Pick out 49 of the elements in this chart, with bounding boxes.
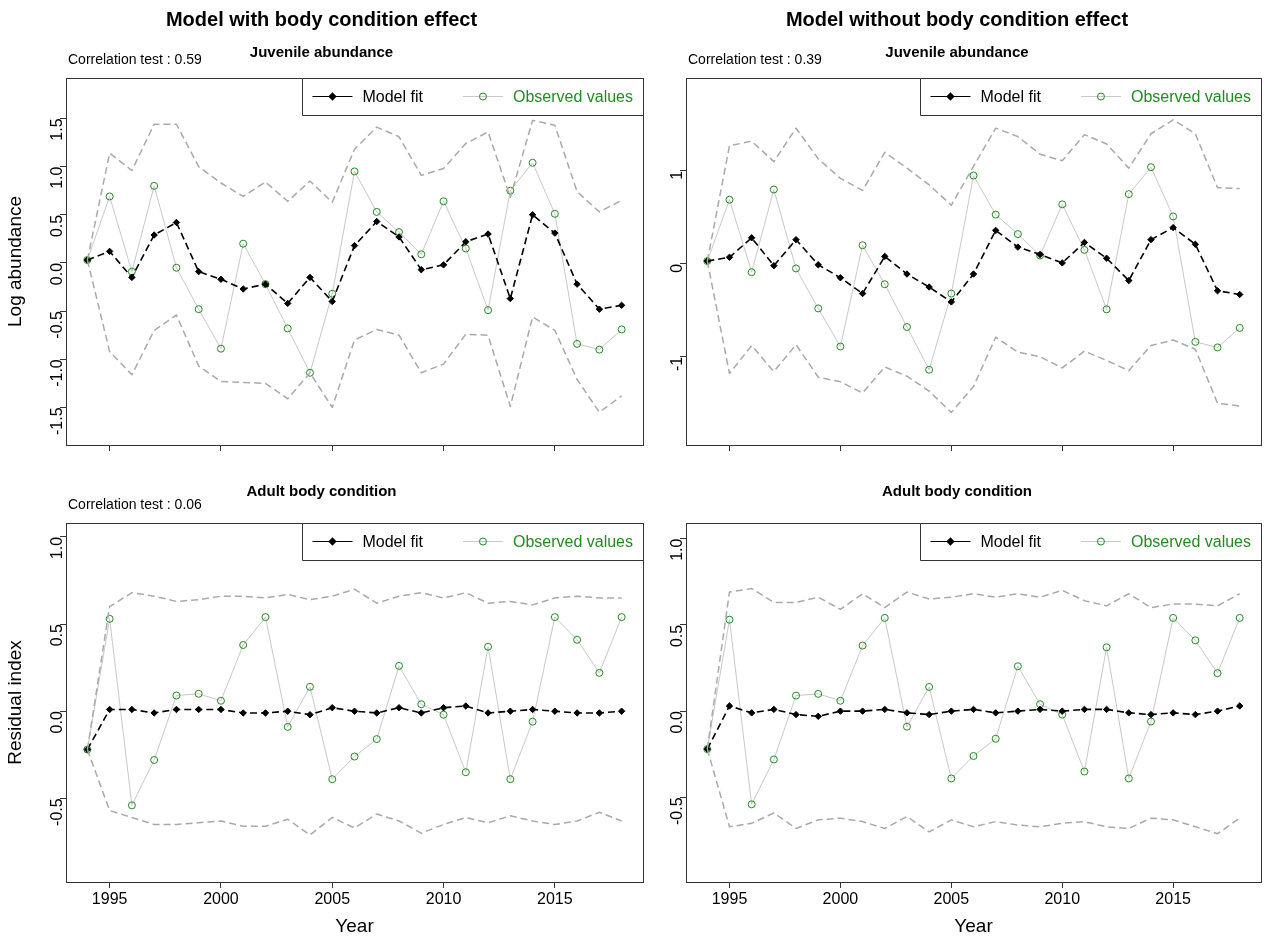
y-tick-label: 0.5 [48,623,66,647]
chart-title: Adult body condition [882,482,1032,500]
y-tick-label: 0 [668,263,686,273]
legend-label: Model fit [980,87,1042,105]
x-tick-label: 1995 [91,890,128,908]
legend-label: Observed values [1130,87,1251,105]
y-tick-label: -1.5 [48,407,66,436]
legend-label: Model fit [980,532,1042,550]
y-tick-label: -1.0 [48,359,66,387]
legend-label: Observed values [1130,532,1251,550]
chart-subtitle: Juvenile abundance [249,43,394,61]
y-axis-title: Residual index [3,639,25,765]
y-tick-label: 1.0 [48,536,66,560]
text: Correlation test : 0.06 [68,496,203,512]
y-tick-label: 1.0 [48,166,66,189]
y-tick-label: 0.0 [48,711,66,734]
x-axis-title: Year [954,914,994,936]
x-tick-label: 1995 [711,890,748,908]
x-tick-label: 2005 [314,890,351,908]
chart-title: Model without body condition effect [785,7,1129,30]
y-tick-label: 0.0 [48,262,66,286]
chart-title: Model with body condition effect [165,7,478,30]
y-tick-label: 1 [668,170,686,180]
y-tick-label: 0.0 [668,711,686,734]
chart-subtitle: Juvenile abundance [885,43,1029,61]
x-tick-label: 2005 [933,890,970,908]
y-tick-label: -0.5 [48,798,66,826]
y-tick-label: 0.5 [48,214,66,238]
legend-label: Observed values [512,532,633,550]
x-axis-title: Year [335,914,375,936]
x-tick-label: 2010 [425,890,462,908]
y-axis-title: Log abundance [3,195,25,328]
y-tick-label: 1.5 [48,118,66,141]
text: Correlation test : 0.59 [68,51,203,67]
y-tick-label: -0.5 [668,797,686,826]
chart-title: Adult body condition [246,482,397,500]
legend-label: Model fit [362,87,424,105]
y-tick-label: -1 [668,356,686,371]
y-tick-label: 1.0 [668,538,686,561]
x-tick-label: 2015 [1155,890,1192,908]
legend-label: Model fit [362,532,424,550]
text: Correlation test : 0.39 [688,51,823,67]
legend-label: Observed values [512,87,633,105]
x-tick-label: 2000 [203,890,239,908]
y-tick-label: 0.5 [668,624,686,648]
y-tick-label: -0.5 [48,311,66,339]
x-tick-label: 2000 [822,890,859,908]
x-tick-label: 2015 [537,890,573,908]
x-tick-label: 2010 [1044,890,1081,908]
